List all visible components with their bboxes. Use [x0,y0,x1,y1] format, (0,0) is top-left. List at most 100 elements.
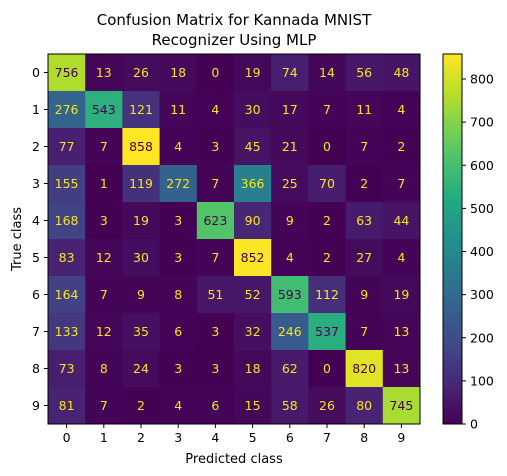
cell-value-label: 537 [315,324,339,339]
cell-value-label: 17 [282,102,298,117]
cell-value-label: 3 [211,324,219,339]
x-tick-label: 2 [137,430,145,445]
cell-value-label: 6 [174,324,182,339]
matrix-cell [382,239,421,277]
matrix-cell [271,239,309,277]
cell-value-label: 19 [245,65,261,80]
cell-value-label: 133 [55,324,79,339]
colorbar-tick-label: 800 [470,72,494,87]
cell-value-label: 0 [323,361,331,376]
cell-value-label: 366 [241,176,265,191]
cell-value-label: 246 [278,324,302,339]
cell-value-label: 2 [323,213,331,228]
cell-value-label: 2 [323,250,331,265]
cell-value-label: 56 [356,65,372,80]
matrix-cell [345,202,384,240]
matrix-cell [234,313,272,351]
matrix-cell [196,276,235,314]
colorbar-tick-label: 100 [470,373,494,388]
cell-value-label: 12 [96,324,112,339]
cell-value-label: 4 [397,250,405,265]
cell-value-label: 70 [319,176,335,191]
chart-title: Confusion Matrix for Kannada MNIST [97,11,372,29]
matrix-cell [196,313,235,351]
y-axis-label: True class [10,207,25,272]
cell-value-label: 9 [360,287,368,302]
cell-value-label: 0 [211,65,219,80]
cell-value-label: 7 [100,398,108,413]
colorbar-tick-label: 500 [470,201,494,216]
cell-value-label: 7 [323,102,331,117]
matrix-cell [122,202,161,240]
y-tick-label: 2 [32,139,40,154]
cell-value-label: 35 [133,324,149,339]
matrix-cell [308,202,347,240]
matrix-cell [196,350,235,388]
cell-value-label: 1 [100,176,108,191]
cell-value-label: 3 [174,213,182,228]
matrix-cell [234,350,272,388]
matrix-cell [382,313,421,351]
matrix-cell [159,202,198,240]
cell-value-label: 26 [319,398,335,413]
cell-value-label: 62 [282,361,298,376]
matrix-cell [159,91,198,129]
colorbar-tick-label: 300 [470,287,494,302]
cell-value-label: 9 [286,213,294,228]
cell-value-label: 4 [174,139,182,154]
cell-value-label: 77 [59,139,75,154]
cell-value-label: 623 [203,213,227,228]
y-tick-label: 5 [32,250,40,265]
x-axis-label: Predicted class [185,452,283,467]
cell-value-label: 2 [137,398,145,413]
cell-value-label: 15 [245,398,261,413]
cell-value-label: 7 [211,176,219,191]
matrix-cell [234,239,272,277]
matrix-cell [308,313,347,351]
matrix-cell [159,313,198,351]
matrix-cell [122,239,161,277]
colorbar-tick-label: 200 [470,330,494,345]
cell-value-label: 74 [282,65,298,80]
matrix-cell [308,350,347,388]
matrix-cell [382,54,421,92]
cell-value-label: 4 [211,102,219,117]
cell-value-label: 30 [133,250,149,265]
cell-value-label: 858 [129,139,153,154]
cell-value-label: 7 [100,287,108,302]
colorbar-tick-label: 600 [470,158,494,173]
cell-value-label: 18 [245,361,261,376]
matrix-cell [122,350,161,388]
matrix-cell [271,54,309,92]
cell-value-label: 11 [170,102,186,117]
matrix-cell [122,313,161,351]
matrix-cell [196,387,235,425]
matrix-cell [85,165,123,203]
cell-value-label: 25 [282,176,298,191]
x-tick-label: 9 [397,430,405,445]
colorbar-ticks: 0 100 200 300 400 500 600 700 800 [462,72,494,432]
cell-value-label: 168 [55,213,79,228]
matrix-cell [48,128,86,166]
cell-value-label: 83 [59,250,75,265]
x-tick-label: 4 [211,430,219,445]
cell-value-label: 155 [55,176,79,191]
matrix-cell [271,276,309,314]
matrix-cell [382,276,421,314]
cell-value-label: 0 [323,139,331,154]
matrix-cell [382,387,421,425]
cell-value-label: 30 [245,102,261,117]
cell-value-label: 543 [92,102,116,117]
cell-value-label: 756 [55,65,79,80]
cell-value-label: 7 [100,139,108,154]
x-axis-ticks: 0 1 2 3 4 5 6 7 8 9 [63,424,405,445]
matrix-cell [85,239,123,277]
colorbar-tick-label: 700 [470,115,494,130]
matrix-cell [48,91,86,129]
cell-value-label: 272 [166,176,190,191]
y-tick-label: 7 [32,324,40,339]
matrix-cell [85,202,123,240]
y-tick-label: 1 [32,102,40,117]
cell-value-label: 4 [174,398,182,413]
matrix-cell [308,387,347,425]
